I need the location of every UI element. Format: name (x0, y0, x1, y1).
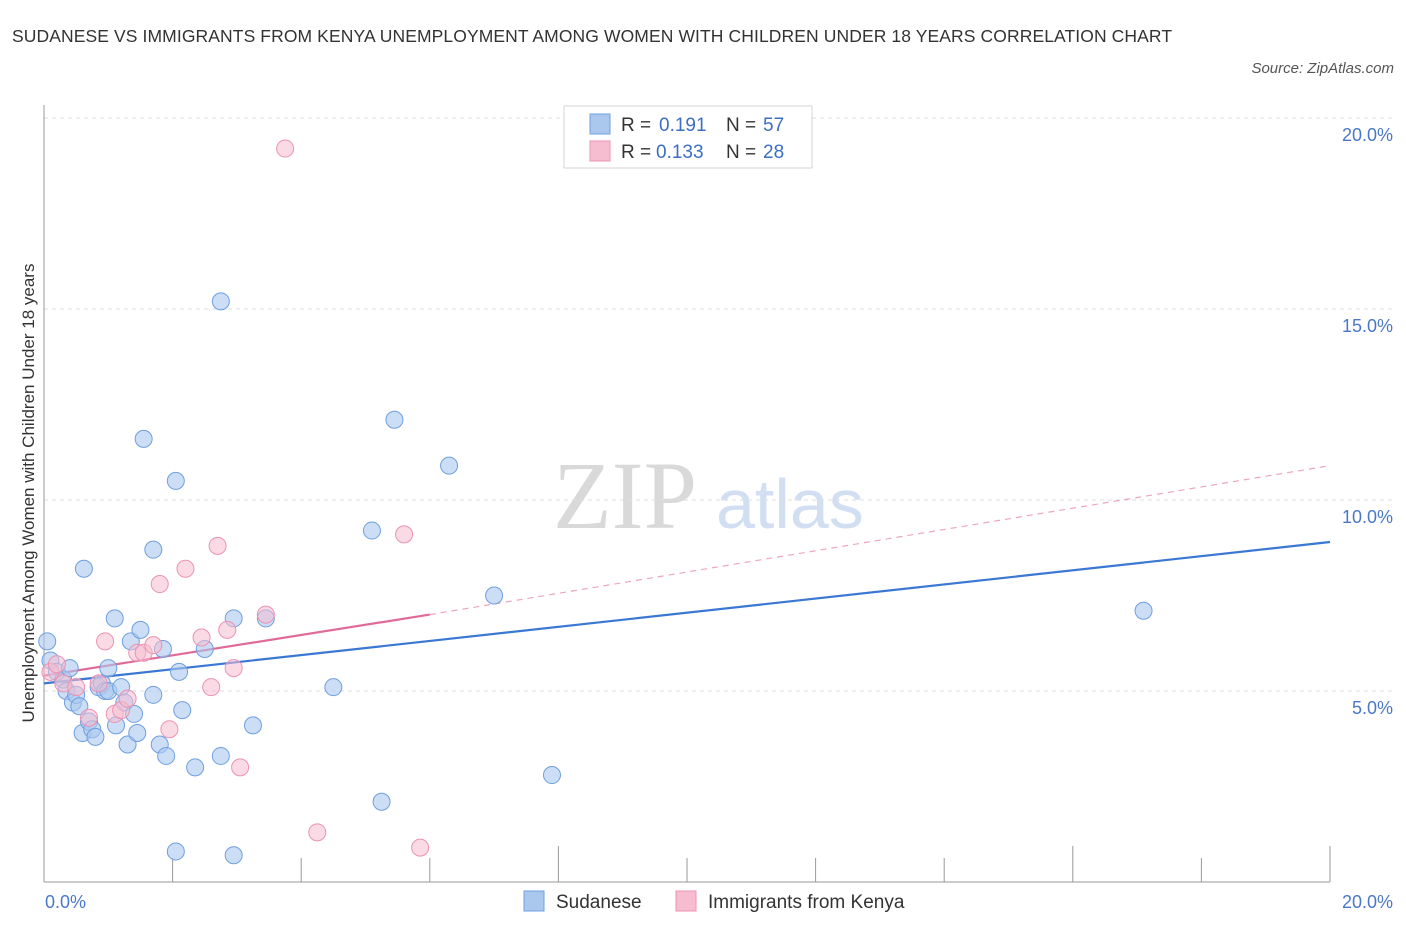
watermark-zip: ZIP (553, 442, 697, 549)
point-kenya (176, 559, 195, 578)
point-sudanese (362, 521, 381, 540)
point-sudanese (224, 846, 243, 865)
point-sudanese (131, 620, 150, 639)
point-kenya (192, 628, 211, 647)
y-tick-label: 15.0% (1342, 316, 1393, 336)
point-sudanese (86, 727, 105, 746)
bottom-legend-sudanese: Sudanese (556, 892, 642, 913)
correlation-legend: R = 0.191 N = 57 R = 0.133 N = 28 (563, 105, 813, 169)
point-sudanese (170, 662, 189, 681)
legend-r-label-sudanese: R = (621, 115, 651, 136)
legend-swatch-sudanese (589, 113, 611, 135)
point-sudanese (99, 659, 118, 678)
chart-title: SUDANESE VS IMMIGRANTS FROM KENYA UNEMPL… (12, 26, 1173, 46)
point-kenya (89, 674, 108, 693)
legend-n-label-kenya: N = (726, 142, 756, 163)
point-sudanese (166, 842, 185, 861)
point-sudanese (211, 746, 230, 765)
point-sudanese (542, 766, 561, 785)
y-tick-label: 10.0% (1342, 507, 1393, 527)
point-sudanese (70, 697, 89, 716)
axes (43, 105, 1331, 883)
x-tick-label: 0.0% (45, 892, 86, 912)
point-sudanese (324, 678, 343, 697)
tick-labels: 5.0% 10.0% 15.0% 20.0% 0.0% 20.0% (45, 125, 1393, 912)
point-kenya (308, 823, 327, 842)
point-sudanese (372, 792, 391, 811)
point-kenya (118, 689, 137, 708)
y-axis-title: Unemployment Among Women with Children U… (19, 264, 38, 723)
grid-lines (44, 117, 1395, 692)
trend-line-kenya-extended (429, 465, 1331, 616)
point-sudanese (105, 609, 124, 628)
point-sudanese (74, 559, 93, 578)
watermark-atlas: atlas (716, 465, 864, 543)
point-kenya (202, 678, 221, 697)
point-sudanese (385, 410, 404, 429)
point-sudanese (128, 724, 147, 743)
point-sudanese (118, 735, 137, 754)
point-kenya (411, 838, 430, 857)
point-sudanese (166, 471, 185, 490)
point-kenya (256, 605, 275, 624)
point-kenya (80, 708, 99, 727)
point-kenya (218, 620, 237, 639)
point-sudanese (157, 746, 176, 765)
legend-n-value-kenya: 28 (763, 142, 784, 163)
bottom-legend-swatch-sudanese (523, 890, 545, 912)
point-kenya (160, 720, 179, 739)
point-kenya (47, 655, 66, 674)
point-sudanese (134, 429, 153, 448)
point-sudanese (173, 701, 192, 720)
data-points (38, 139, 1153, 865)
source-label: Source: ZipAtlas.com (1251, 60, 1394, 77)
point-kenya (231, 758, 250, 777)
point-sudanese (1134, 601, 1153, 620)
y-tick-label: 5.0% (1352, 698, 1393, 718)
legend-n-label-sudanese: N = (726, 115, 756, 136)
x-tick-label: 20.0% (1342, 892, 1393, 912)
legend-r-value-kenya: 0.133 (656, 142, 704, 163)
point-sudanese (144, 685, 163, 704)
series-legend: Sudanese Immigrants from Kenya (523, 890, 905, 913)
point-sudanese (38, 632, 57, 651)
legend-r-value-sudanese: 0.191 (659, 115, 707, 136)
bottom-legend-kenya: Immigrants from Kenya (708, 892, 905, 913)
point-kenya (144, 636, 163, 655)
point-sudanese (211, 292, 230, 311)
legend-swatch-kenya (589, 140, 611, 162)
point-sudanese (440, 456, 459, 475)
point-kenya (96, 632, 115, 651)
point-kenya (150, 575, 169, 594)
y-tick-label: 20.0% (1342, 125, 1393, 145)
point-sudanese (243, 716, 262, 735)
point-kenya (276, 139, 295, 158)
point-sudanese (186, 758, 205, 777)
point-kenya (395, 525, 414, 544)
point-sudanese (485, 586, 504, 605)
point-kenya (224, 659, 243, 678)
legend-r-label-kenya: R = (621, 142, 651, 163)
point-kenya (208, 536, 227, 555)
point-kenya (67, 678, 86, 697)
trend-line-sudanese (43, 540, 1331, 685)
point-sudanese (144, 540, 163, 559)
bottom-legend-swatch-kenya (675, 890, 697, 912)
legend-n-value-sudanese: 57 (763, 115, 784, 136)
